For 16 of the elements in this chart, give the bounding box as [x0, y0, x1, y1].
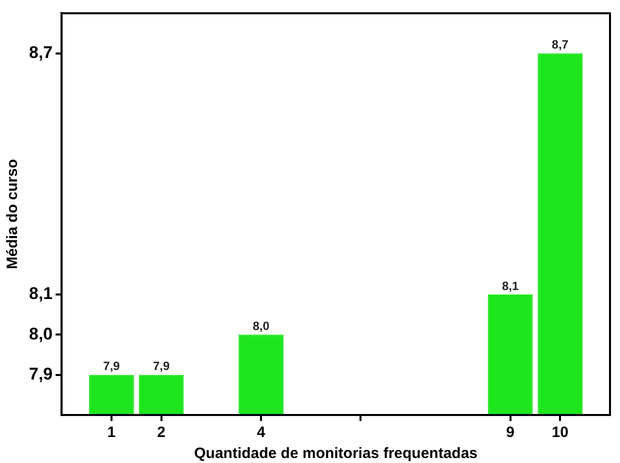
y-tick-label: 8,7	[28, 43, 53, 62]
data-label: 7,9	[152, 359, 170, 374]
x-tick-label: 2	[157, 424, 166, 442]
x-tick-label: 10	[552, 424, 568, 442]
y-axis-title: Média do curso	[4, 159, 22, 270]
y-tick-label: 8,0	[28, 324, 53, 344]
y-tick-label: 7,9	[28, 364, 53, 384]
x-tick-label: 4	[256, 424, 266, 442]
x-tick-label: 9	[506, 424, 514, 442]
data-label: 8,7	[552, 38, 569, 52]
data-label: 7,9	[103, 359, 120, 374]
x-axis-title: Quantidade de monitorias frequentadas	[194, 445, 478, 462]
y-tick-label: 8,1	[28, 284, 53, 304]
data-label: 8,0	[252, 318, 270, 333]
x-tick-label: 1	[107, 424, 116, 442]
data-label: 8,1	[502, 278, 519, 293]
